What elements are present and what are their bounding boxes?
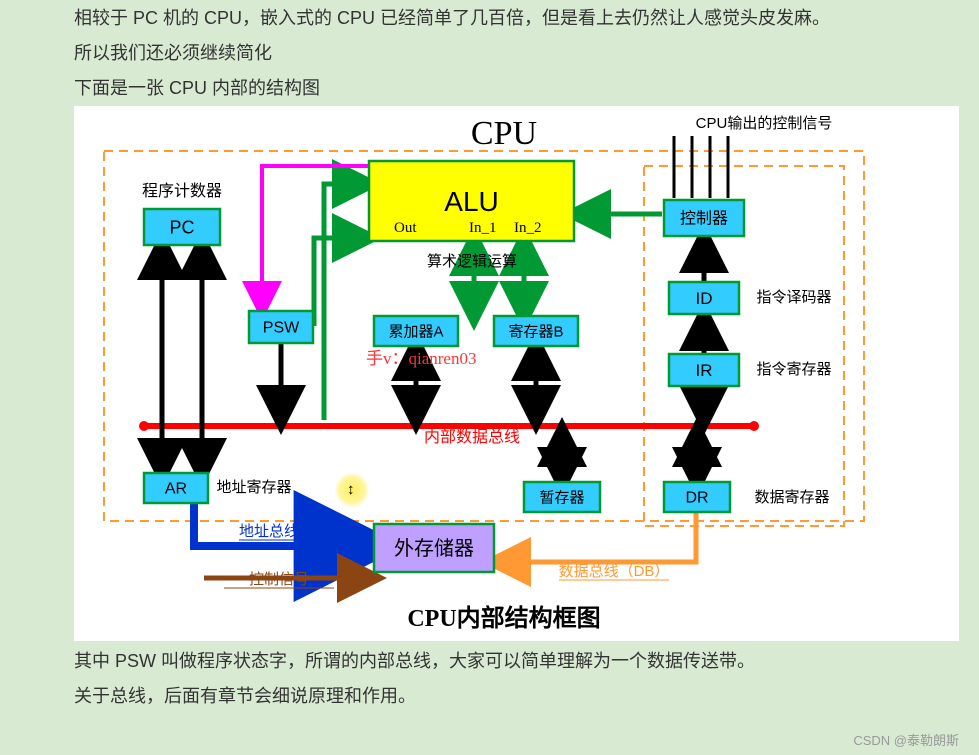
svg-text:PSW: PSW bbox=[263, 320, 300, 337]
svg-text:暂存器: 暂存器 bbox=[539, 490, 584, 507]
svg-text:外存储器: 外存储器 bbox=[394, 537, 474, 560]
svg-text:寄存器B: 寄存器B bbox=[508, 323, 563, 341]
svg-text:指令译码器: 指令译码器 bbox=[756, 289, 831, 306]
svg-text:控制器: 控制器 bbox=[680, 210, 728, 228]
intro-line-3: 下面是一张 CPU 内部的结构图 bbox=[0, 70, 979, 105]
svg-text:数据总线（DB）: 数据总线（DB） bbox=[559, 563, 670, 580]
svg-text:AR: AR bbox=[165, 481, 187, 498]
outro-line-1: 其中 PSW 叫做程序状态字，所谓的内部总线，大家可以简单理解为一个数据传送带。 bbox=[0, 643, 979, 678]
svg-text:地址寄存器: 地址寄存器 bbox=[216, 478, 291, 496]
cpu-diagram: CPU PC PSW ALU 累加器A 寄存器B 控制器 ID IR AR 暂存器 DR 外存储器 Out… bbox=[74, 106, 959, 641]
svg-text:CPU: CPU bbox=[471, 115, 537, 152]
svg-text:地址总线（AB）: 地址总线（AB） bbox=[239, 523, 349, 540]
svg-text:IR: IR bbox=[696, 361, 713, 380]
svg-text:In_2: In_2 bbox=[514, 220, 542, 236]
svg-text:累加器A: 累加器A bbox=[388, 324, 443, 341]
svg-text:In_1: In_1 bbox=[469, 220, 497, 236]
svg-text:手v：qianren03: 手v：qianren03 bbox=[366, 349, 476, 368]
svg-text:程序计数器: 程序计数器 bbox=[142, 182, 222, 200]
svg-text:CPU内部结构框图: CPU内部结构框图 bbox=[407, 604, 600, 632]
svg-text:控制信号: 控制信号 bbox=[249, 571, 309, 588]
svg-text:DR: DR bbox=[685, 490, 708, 507]
svg-text:指令寄存器: 指令寄存器 bbox=[756, 360, 831, 378]
watermark: CSDN @泰勒朗斯 bbox=[853, 730, 959, 749]
diagram-svg: CPU PC PSW ALU 累加器A 寄存器B 控制器 ID IR AR 暂存器 DR 外存储器 Out… bbox=[74, 106, 959, 641]
svg-text:内部数据总线: 内部数据总线 bbox=[424, 428, 520, 446]
svg-text:ALU: ALU bbox=[444, 186, 498, 217]
svg-text:算术逻辑运算: 算术逻辑运算 bbox=[427, 252, 517, 270]
svg-text:PC: PC bbox=[169, 218, 194, 238]
svg-text:ID: ID bbox=[696, 289, 713, 308]
intro-line-2: 所以我们还必须继续简化 bbox=[0, 35, 979, 70]
svg-text:Out: Out bbox=[394, 220, 417, 236]
svg-text:数据寄存器: 数据寄存器 bbox=[754, 488, 829, 506]
outro-line-2: 关于总线，后面有章节会细说原理和作用。 bbox=[0, 678, 979, 713]
svg-text:CPU输出的控制信号: CPU输出的控制信号 bbox=[696, 115, 833, 132]
intro-line-1: 相较于 PC 机的 CPU，嵌入式的 CPU 已经简单了几百倍，但是看上去仍然让… bbox=[0, 0, 979, 35]
